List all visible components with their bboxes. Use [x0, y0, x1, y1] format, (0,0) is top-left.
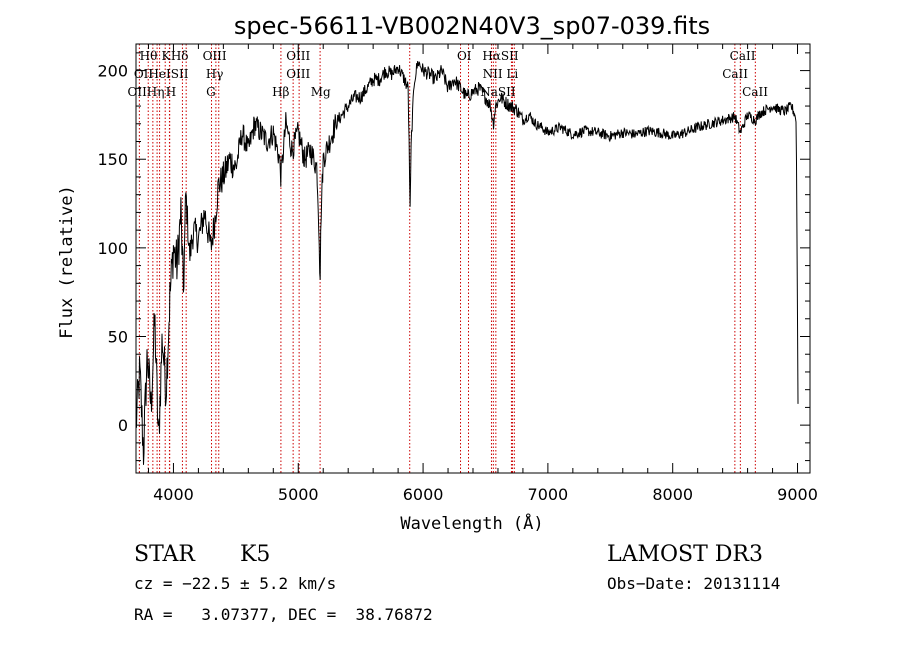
x-tick-label: 7000 [528, 485, 569, 504]
survey-name: LAMOST DR3 [607, 542, 763, 567]
x-tick-label: 4000 [153, 485, 194, 504]
y-tick-label: 0 [118, 416, 128, 435]
y-tick-label: 200 [97, 62, 128, 81]
y-tick-label: 50 [108, 328, 128, 347]
x-axis: 4000 5000 6000 7000 8000 9000 [147, 44, 818, 504]
y-axis-label: Flux (relative) [57, 185, 77, 339]
line-label: OIII [203, 49, 227, 63]
line-label: K [161, 49, 171, 63]
x-tick-label: 5000 [278, 485, 319, 504]
line-label: OIII [286, 67, 310, 81]
coordinates: RA = 3.07377, DEC = 38.76872 [134, 605, 433, 624]
y-axis: 0 50 100 150 200 [97, 52, 810, 462]
line-label: HαSII [482, 49, 519, 63]
line-label: G [206, 85, 216, 99]
y-tick-label: 150 [97, 150, 128, 169]
x-axis-label: Wavelength (Å) [400, 512, 543, 534]
plot-frame [135, 43, 811, 474]
obs-date: Obs−Date: 20131114 [607, 574, 780, 593]
object-class: STAR [134, 542, 196, 567]
line-label: OI [457, 49, 472, 63]
line-label: CaII [742, 85, 768, 99]
line-label: NaSII [480, 85, 516, 99]
x-tick-label: 9000 [777, 485, 818, 504]
redshift-cz: cz = −22.5 ± 5.2 km/s [134, 574, 336, 593]
line-label: Hγ [206, 67, 224, 81]
x-tick-label: 8000 [652, 485, 693, 504]
y-tick-label: 100 [97, 239, 128, 258]
x-tick-label: 6000 [403, 485, 444, 504]
line-label: H [166, 85, 176, 99]
line-label: Mg [311, 85, 331, 99]
line-label: CaII [730, 49, 756, 63]
line-label: CaII [722, 67, 748, 81]
line-label: Hβ [272, 85, 289, 99]
line-label: OIII [286, 49, 310, 63]
line-label: NII Li [483, 67, 519, 81]
object-subclass: K5 [240, 542, 270, 567]
line-label: HeISII [148, 67, 188, 81]
line-label: Hθ [140, 49, 158, 63]
chart-title: spec-56611-VB002N40V3_sp07-039.fits [234, 12, 710, 40]
spectrum-line [135, 61, 799, 465]
line-label: OIIHη [127, 85, 164, 99]
line-label: Hδ [171, 49, 189, 63]
emission-lines [138, 44, 756, 473]
